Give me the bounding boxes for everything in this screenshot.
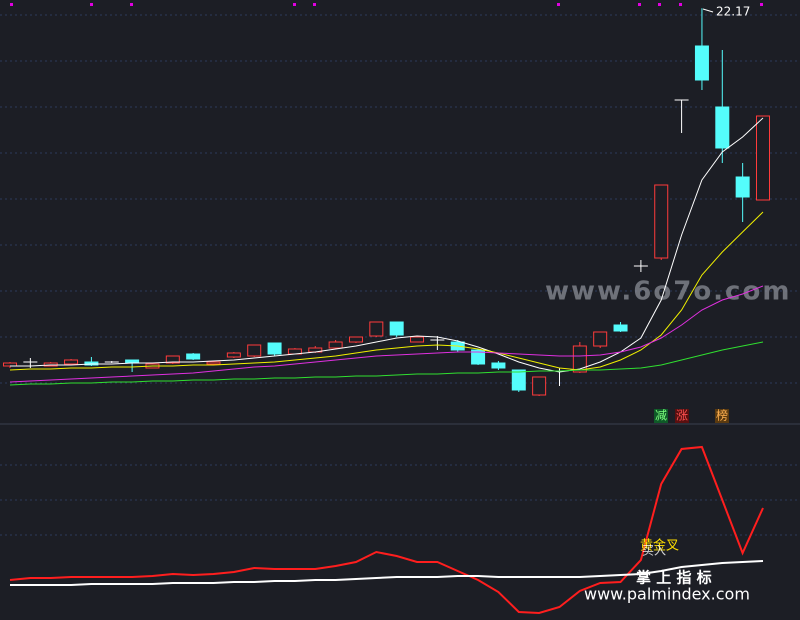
candle-body xyxy=(532,376,547,396)
candle-body xyxy=(267,342,282,355)
marker xyxy=(10,3,13,6)
marker xyxy=(130,3,133,6)
high-pointer xyxy=(702,8,714,13)
line-series xyxy=(9,211,764,371)
candle-body xyxy=(226,352,241,358)
watermark: www.6o7o.com xyxy=(545,277,791,307)
annotation: 买入 xyxy=(642,544,666,558)
candle-body xyxy=(348,336,363,343)
candle-body xyxy=(511,369,526,391)
candle-body xyxy=(206,361,221,365)
badge-box xyxy=(675,409,689,423)
candle-body xyxy=(369,321,384,337)
candle-body xyxy=(654,184,669,259)
badge: 涨 xyxy=(676,408,688,423)
badge-box xyxy=(715,409,729,423)
candle-body xyxy=(471,349,486,365)
marker xyxy=(658,3,661,6)
candle-body xyxy=(64,359,79,365)
marker xyxy=(293,3,296,6)
marker xyxy=(557,3,560,6)
candle-body xyxy=(572,345,587,373)
candle-body xyxy=(389,321,404,336)
line-series xyxy=(10,560,764,586)
candle-body xyxy=(328,341,343,349)
marker xyxy=(679,3,682,6)
line-series xyxy=(9,285,764,383)
line-series xyxy=(9,445,764,615)
marker xyxy=(90,3,93,6)
candle-body xyxy=(491,362,506,369)
candle-body xyxy=(715,106,730,149)
candle-body xyxy=(756,115,770,201)
footer-title: 掌 上 指 标 xyxy=(636,569,712,587)
footer-url: www.palmindex.com xyxy=(584,585,750,604)
marker xyxy=(313,3,316,6)
badge: 榜 xyxy=(716,408,728,423)
candle-body xyxy=(735,176,750,198)
marker xyxy=(638,3,641,6)
candle-body xyxy=(593,331,608,347)
line-series xyxy=(10,117,764,373)
candle-body xyxy=(613,324,628,332)
candle-body xyxy=(247,344,262,357)
candle-body xyxy=(186,353,201,360)
annotation: 黄金叉 xyxy=(640,538,679,554)
candle-body xyxy=(410,336,425,343)
candle-body xyxy=(694,45,709,81)
high-label: 22.17 xyxy=(716,5,750,19)
price-panel xyxy=(3,8,770,396)
line-series xyxy=(9,341,764,386)
badge-box xyxy=(654,409,668,423)
candle-body xyxy=(165,355,180,364)
badge: 减 xyxy=(655,409,667,423)
indicator-panel xyxy=(9,445,764,615)
marker xyxy=(760,3,763,6)
top-markers xyxy=(10,3,763,6)
